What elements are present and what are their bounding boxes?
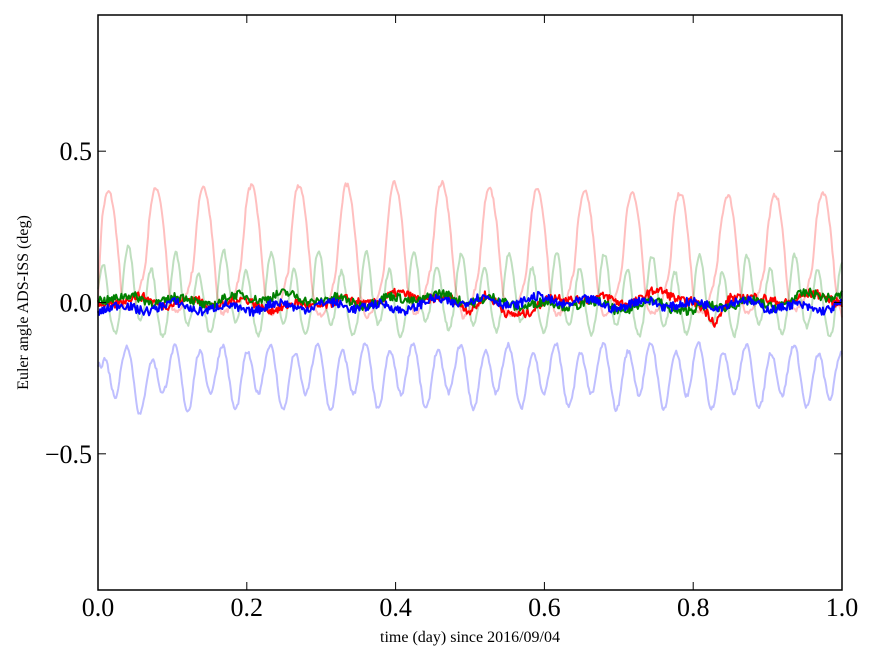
y-tick-label: −0.5 — [45, 440, 92, 469]
y-tick-label: 0.5 — [60, 137, 93, 166]
x-tick-label: 0.0 — [82, 593, 115, 622]
y-axis-label: Euler angle ADS-ISS (deg) — [15, 215, 32, 390]
x-axis-label: time (day) since 2016/09/04 — [380, 629, 560, 646]
x-tick-label: 0.6 — [528, 593, 561, 622]
tick-layer: 0.0 0.2 0.4 0.6 0.8 1.0 −0.5 0.0 0.5 — [45, 15, 858, 622]
x-tick-label: 0.8 — [677, 593, 710, 622]
series-line-2 — [97, 244, 843, 339]
y-tick-label: 0.0 — [60, 289, 93, 318]
series-layer — [97, 179, 843, 415]
x-tick-label: 0.4 — [379, 593, 412, 622]
x-tick-label: 1.0 — [826, 593, 859, 622]
series-line-1 — [97, 179, 843, 320]
series-line-3 — [97, 341, 843, 415]
x-tick-label: 0.2 — [231, 593, 264, 622]
series-line-6 — [97, 290, 843, 317]
